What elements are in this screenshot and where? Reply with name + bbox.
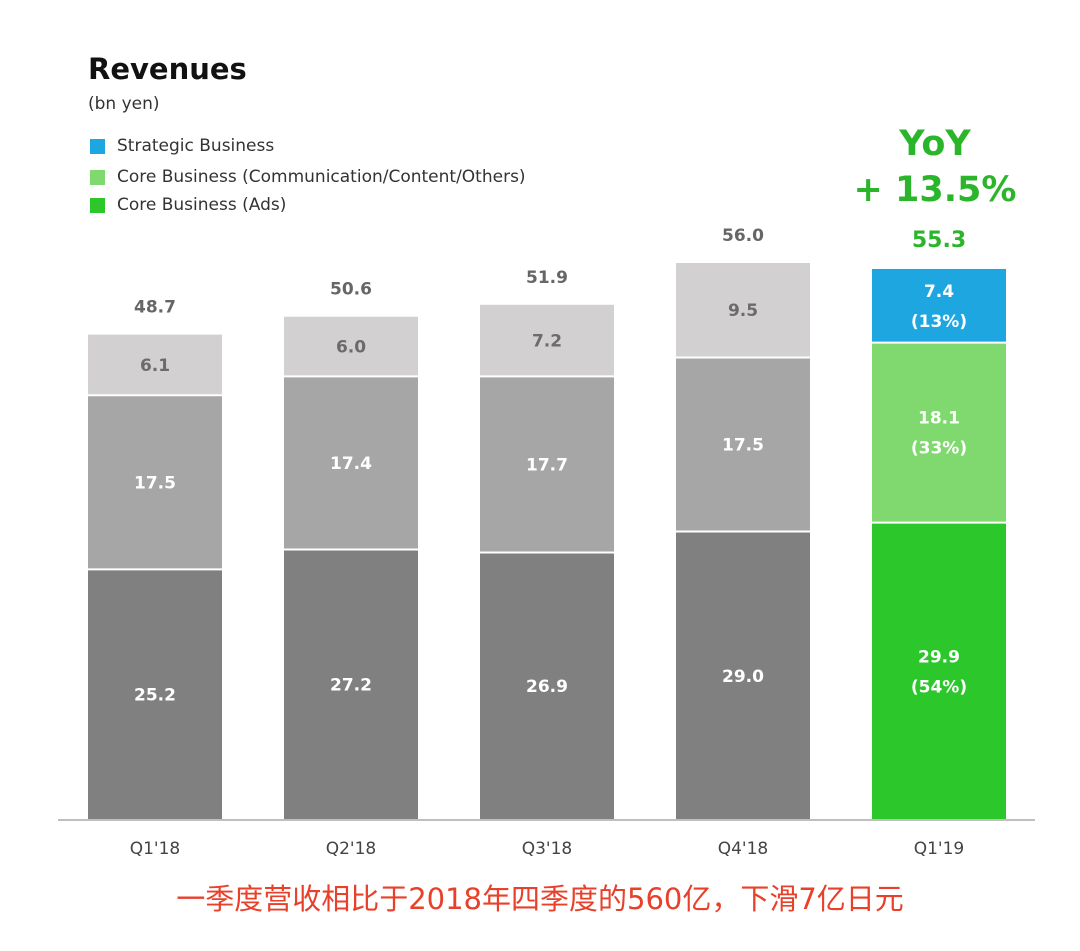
segment-value-label: (33%) (911, 439, 967, 459)
bar-segment (872, 268, 1006, 343)
legend-swatch-strategic (90, 138, 105, 154)
bar-segment (284, 316, 418, 377)
yoy-label: YoY (899, 124, 971, 164)
chart-unit: (bn yen) (88, 94, 160, 114)
segment-value-label: (54%) (911, 677, 967, 697)
segment-value-label: 17.4 (330, 454, 372, 474)
bar-segment (872, 522, 1006, 820)
segment-value-label: 9.5 (728, 301, 758, 321)
segment-value-label: 7.2 (532, 332, 562, 352)
segment-value-label: 29.9 (918, 647, 960, 667)
chart-title: Revenues (88, 52, 247, 86)
yoy-value: + 13.5% (853, 170, 1017, 210)
x-tick-label: Q1'18 (130, 839, 181, 859)
segment-value-label: 27.2 (330, 676, 372, 696)
x-tick-label: Q2'18 (326, 839, 377, 859)
bar-segment (676, 357, 810, 532)
bar-segment (676, 531, 810, 820)
segment-value-label: 6.1 (140, 356, 170, 376)
legend-label-core-communication: Core Business (Communication/Content/Oth… (117, 167, 526, 187)
bar-segment (284, 549, 418, 820)
bar-segment (88, 395, 222, 570)
bar-segment (480, 304, 614, 377)
legend-item-core-ads: Core Business (Ads) (90, 194, 286, 216)
legend-label-core-ads: Core Business (Ads) (117, 195, 287, 215)
legend-item-core-communication: Core Business (Communication/Content/Oth… (90, 166, 526, 188)
legend-item-strategic: Strategic Business (90, 135, 274, 157)
chart-caption: 一季度营收相比于2018年四季度的560亿，下滑7亿日元 (176, 882, 904, 916)
bar-total-label: 48.7 (134, 298, 176, 318)
segment-value-label: 17.7 (526, 455, 568, 475)
bar-total-label: 56.0 (722, 226, 764, 246)
x-tick-label: Q1'19 (914, 839, 965, 859)
bar-segment (676, 263, 810, 358)
bar-segment (480, 376, 614, 553)
segment-value-label: 25.2 (134, 686, 176, 706)
segment-value-label: (13%) (911, 312, 967, 332)
segment-value-label: 7.4 (924, 282, 954, 302)
segment-value-label: 26.9 (526, 677, 568, 697)
bar-segment (480, 552, 614, 820)
legend-swatch-core-ads (90, 197, 105, 213)
bar-segment (88, 334, 222, 396)
segment-value-label: 6.0 (336, 338, 366, 358)
segment-value-label: 29.0 (722, 667, 764, 687)
bar-segment (88, 569, 222, 820)
legend-swatch-core-communication (90, 169, 105, 185)
segment-value-label: 17.5 (134, 473, 176, 493)
x-tick-label: Q3'18 (522, 839, 573, 859)
segment-value-label: 18.1 (918, 409, 960, 429)
bar-total-label: 51.9 (526, 268, 568, 288)
bar-segment (872, 342, 1006, 523)
legend-label-strategic: Strategic Business (117, 136, 275, 156)
x-tick-label: Q4'18 (718, 839, 769, 859)
bar-segment (284, 376, 418, 550)
bar-total-label: 50.6 (330, 280, 372, 300)
segment-value-label: 17.5 (722, 436, 764, 456)
bar-total-label: 55.3 (912, 228, 966, 253)
